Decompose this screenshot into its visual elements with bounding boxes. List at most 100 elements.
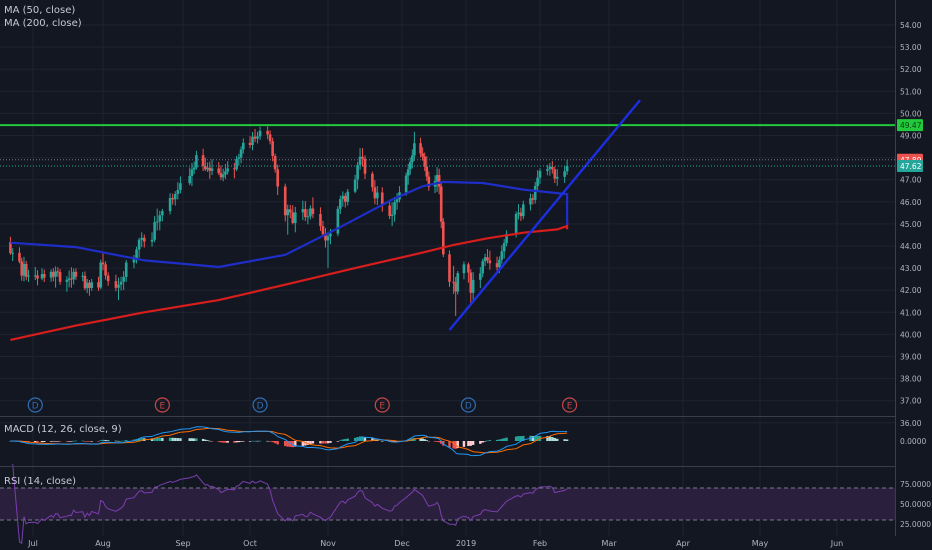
candle-body[interactable] <box>452 281 455 283</box>
candle-body[interactable] <box>258 130 262 137</box>
candle-body[interactable] <box>319 213 322 227</box>
candle-body[interactable] <box>483 257 487 262</box>
candle-body[interactable] <box>500 251 504 260</box>
candle-body[interactable] <box>239 149 243 158</box>
candle-body[interactable] <box>551 166 554 170</box>
candle-body[interactable] <box>52 271 55 277</box>
candle-body[interactable] <box>413 143 416 156</box>
event-marker[interactable] <box>460 397 476 413</box>
candle-body[interactable] <box>488 260 492 264</box>
candle-body[interactable] <box>301 209 305 213</box>
event-marker[interactable] <box>561 397 578 413</box>
candle-body[interactable] <box>358 156 362 165</box>
candle-body[interactable] <box>219 173 223 178</box>
candle-body[interactable] <box>190 169 194 176</box>
candle-body[interactable] <box>498 259 501 268</box>
candle-body[interactable] <box>324 234 327 241</box>
candle-body[interactable] <box>224 171 227 175</box>
candle-body[interactable] <box>242 142 245 150</box>
candle-body[interactable] <box>502 243 506 252</box>
candle-body[interactable] <box>437 175 441 187</box>
candle-body[interactable] <box>204 165 207 170</box>
candle-body[interactable] <box>18 252 21 262</box>
candle-body[interactable] <box>536 177 539 187</box>
candle-body[interactable] <box>361 156 364 159</box>
candle-body[interactable] <box>208 167 212 171</box>
candle-body[interactable] <box>99 262 103 288</box>
candle-body[interactable] <box>276 169 279 187</box>
candle-body[interactable] <box>388 205 391 216</box>
candle-body[interactable] <box>226 168 229 172</box>
time-axis[interactable]: Jul Aug Sep Oct Nov Dec 2019 Feb Mar Apr May Jun <box>27 539 843 548</box>
candle-body[interactable] <box>188 175 191 184</box>
macd-title[interactable]: MACD (12, 26, close, 9) <box>4 424 122 435</box>
candle-body[interactable] <box>404 175 408 193</box>
candle-body[interactable] <box>406 169 410 176</box>
rsi-title[interactable]: RSI (14, close) <box>4 476 77 487</box>
candle-body[interactable] <box>106 275 110 282</box>
candle-body[interactable] <box>155 221 159 223</box>
candle-body[interactable] <box>329 233 332 237</box>
candle-body[interactable] <box>22 263 26 276</box>
candle-body[interactable] <box>271 141 274 157</box>
candle-body[interactable] <box>9 242 12 254</box>
candle-body[interactable] <box>117 284 120 288</box>
candle-body[interactable] <box>454 282 457 292</box>
price-axis[interactable]: 54.00 53.00 52.00 51.00 50.00 49.00 47.00 46.00… <box>897 21 931 529</box>
candle-body[interactable] <box>341 195 345 200</box>
candle-body[interactable] <box>54 271 57 277</box>
candle-body[interactable] <box>161 211 164 216</box>
candle-body[interactable] <box>343 195 347 202</box>
candle-body[interactable] <box>97 282 100 288</box>
candle-body[interactable] <box>273 156 277 170</box>
candle-body[interactable] <box>283 186 287 216</box>
candle-body[interactable] <box>353 179 357 192</box>
candle-body[interactable] <box>479 273 482 280</box>
candle-body[interactable] <box>339 199 342 209</box>
candle-body[interactable] <box>304 209 307 218</box>
candle-body[interactable] <box>153 222 156 240</box>
event-marker[interactable] <box>374 397 390 413</box>
candle-body[interactable] <box>210 168 214 171</box>
candle-body[interactable] <box>439 186 443 222</box>
legend-ma50[interactable]: MA (50, close) <box>4 5 76 16</box>
candle-body[interactable] <box>505 234 508 244</box>
candle-body[interactable] <box>376 192 379 199</box>
candle-body[interactable] <box>192 167 196 170</box>
candle-body[interactable] <box>538 170 542 178</box>
candle-body[interactable] <box>411 155 414 163</box>
candle-body[interactable] <box>531 198 535 200</box>
candle-body[interactable] <box>419 143 422 154</box>
candle-body[interactable] <box>546 169 549 171</box>
candle-body[interactable] <box>533 186 537 200</box>
candle-body[interactable] <box>514 213 518 235</box>
candle-body[interactable] <box>286 209 290 216</box>
event-marker[interactable] <box>27 397 43 413</box>
pane-dividers[interactable] <box>0 0 896 536</box>
candle-body[interactable] <box>42 274 46 278</box>
candle-body[interactable] <box>311 208 315 214</box>
candle-body[interactable] <box>346 191 350 202</box>
candle-body[interactable] <box>408 162 412 170</box>
candle-body[interactable] <box>85 282 89 289</box>
candle-body[interactable] <box>206 167 209 170</box>
candle-body[interactable] <box>555 176 559 179</box>
candle-body[interactable] <box>137 239 141 250</box>
candle-body[interactable] <box>448 254 451 282</box>
candle-body[interactable] <box>336 208 340 234</box>
candle-body[interactable] <box>356 164 359 180</box>
candle-body[interactable] <box>150 239 154 242</box>
candle-body[interactable] <box>101 262 105 265</box>
candle-body[interactable] <box>49 271 53 278</box>
candle-body[interactable] <box>27 275 30 277</box>
candle-body[interactable] <box>393 202 396 215</box>
candle-body[interactable] <box>158 215 162 222</box>
candle-body[interactable] <box>481 261 485 274</box>
candle-body[interactable] <box>173 194 177 200</box>
rsi-line[interactable] <box>12 463 568 545</box>
candle-body[interactable] <box>235 158 238 170</box>
candle-body[interactable] <box>176 189 180 195</box>
candle-body[interactable] <box>104 264 107 276</box>
candle-body[interactable] <box>90 282 94 288</box>
